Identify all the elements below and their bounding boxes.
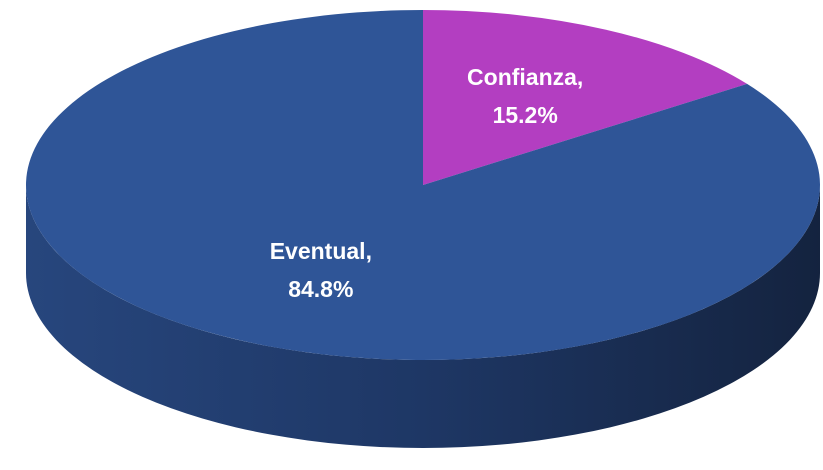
pie-slice [25,10,820,360]
label-name: Eventual, [270,238,372,264]
label-name: Confianza, [467,64,583,90]
pie-slice [423,10,748,185]
label-name-text: Confianza [467,64,577,90]
pie-side [26,185,820,448]
label-value: 15.2% [493,102,558,128]
data-label: Confianza, 15.2% [467,64,583,128]
label-separator: , [577,64,583,90]
data-label: Eventual, 84.8% [270,238,372,302]
label-separator: , [366,238,372,264]
label-value: 84.8% [288,276,353,302]
label-name-text: Eventual [270,238,366,264]
